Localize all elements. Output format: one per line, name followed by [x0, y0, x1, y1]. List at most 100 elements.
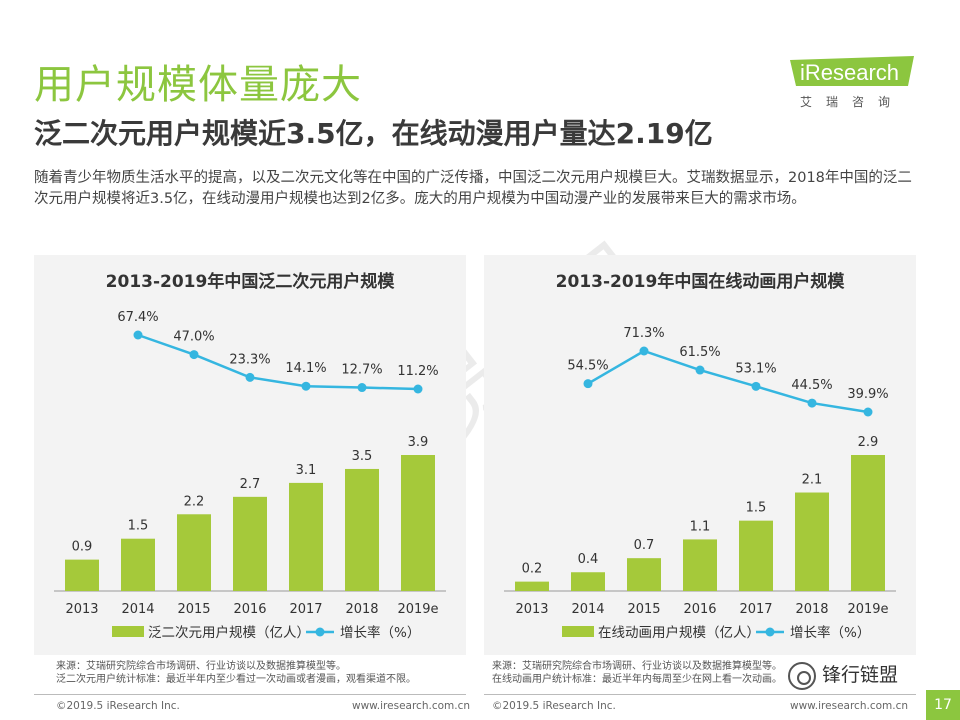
wechat-badge: 锋行链盟 [788, 660, 898, 690]
wechat-icon [788, 661, 816, 690]
growth-point-2019e [863, 407, 873, 417]
tick-label-2013: 2013 [515, 602, 548, 617]
source-line-1: 来源：艾瑞研究院综合市场调研、行业访谈以及数据推算模型等。 [56, 661, 346, 672]
growth-label-2019e: 39.9% [847, 387, 888, 402]
page-number: 17 [926, 690, 960, 720]
bar-2017 [289, 482, 323, 591]
growth-label-2015: 47.0% [173, 330, 214, 345]
source-note-right: 来源：艾瑞研究院综合市场调研、行业访谈以及数据推算模型等。 在线动画用户统计标准… [492, 660, 792, 686]
bar-2019e [401, 455, 435, 591]
bar-2019e [851, 455, 885, 591]
growth-point-2014 [583, 379, 593, 389]
tick-label-2015: 2015 [627, 602, 660, 617]
logo-shape [790, 56, 914, 86]
chart-panel-right: 2013-2019年中国在线动画用户规模 0.2 2013 0.4 2014 0.7 201… [484, 255, 916, 655]
bar-label-2018: 2.1 [802, 473, 823, 488]
growth-point-2015 [189, 350, 199, 360]
growth-label-2015: 71.3% [623, 326, 664, 341]
growth-point-2017 [751, 381, 761, 391]
bar-2014 [121, 538, 155, 591]
bar-label-2013: 0.2 [522, 562, 543, 577]
legend-line-marker [315, 627, 325, 637]
tick-label-2014: 2014 [571, 602, 604, 617]
legend-line-marker [765, 627, 775, 637]
page-title: 用户规模体量庞大 [34, 62, 362, 108]
logo-cn: 艾瑞咨询 [800, 95, 905, 109]
bar-label-2013: 0.9 [72, 540, 93, 555]
legend-bar-label: 泛二次元用户规模（亿人） [148, 624, 310, 641]
tick-label-2016: 2016 [683, 602, 716, 617]
footer-rule-left [34, 694, 466, 695]
growth-point-2018 [357, 383, 367, 393]
growth-point-2014 [133, 330, 143, 340]
growth-point-2017 [301, 381, 311, 391]
bar-label-2018: 3.5 [352, 449, 373, 464]
legend-line-label: 增长率（%） [790, 624, 870, 641]
bar-2016 [683, 539, 717, 591]
legend-line-label: 增长率（%） [340, 624, 420, 641]
bar-label-2017: 3.1 [296, 463, 317, 478]
tick-label-2017: 2017 [289, 602, 322, 617]
growth-point-2016 [245, 372, 255, 382]
tick-label-2019e: 2019e [397, 602, 438, 617]
growth-label-2017: 53.1% [735, 361, 776, 376]
iresearch-logo: iResearch 艾瑞咨询 [790, 56, 916, 112]
badge-text: 锋行链盟 [822, 664, 899, 686]
bar-label-2015: 2.2 [184, 494, 205, 509]
legend-bar-label: 在线动画用户规模（亿人） [598, 624, 760, 641]
tick-label-2018: 2018 [795, 602, 828, 617]
tick-label-2014: 2014 [121, 602, 154, 617]
legend-bar-swatch [562, 626, 594, 637]
footer-copyright-right: ©2019.5 iResearch Inc. [492, 700, 616, 712]
growth-line [587, 349, 869, 414]
tick-label-2016: 2016 [233, 602, 266, 617]
growth-point-2018 [807, 398, 817, 408]
bar-label-2019e: 2.9 [858, 435, 879, 450]
bar-2018 [345, 468, 379, 591]
bar-2013 [65, 559, 99, 591]
bar-label-2016: 2.7 [240, 477, 261, 492]
footer-website-left: www.iresearch.com.cn [352, 700, 471, 712]
source-line-2: 在线动画用户统计标准：最近半年内每周至少在网上看一次动画。 [492, 674, 782, 685]
source-line-1: 来源：艾瑞研究院综合市场调研、行业访谈以及数据推算模型等。 [492, 661, 782, 672]
bar-label-2014: 1.5 [128, 519, 149, 534]
footer-copyright-left: ©2019.5 iResearch Inc. [56, 700, 180, 712]
chart-svg-right: 2013-2019年中国在线动画用户规模 0.2 2013 0.4 2014 0.7 201… [504, 271, 896, 641]
growth-point-2019e [413, 384, 423, 394]
source-note-left: 来源：艾瑞研究院综合市场调研、行业访谈以及数据推算模型等。 泛二次元用户统计标准… [56, 660, 416, 686]
chart-title: 2013-2019年中国在线动画用户规模 [556, 271, 846, 292]
source-line-2: 泛二次元用户统计标准：最近半年内至少看过一次动画或者漫画，观看渠道不限。 [56, 674, 416, 685]
tick-label-2019e: 2019e [847, 602, 888, 617]
footer-website-right: www.iresearch.com.cn [790, 700, 909, 712]
page-subtitle: 泛二次元用户规模近3.5亿，在线动漫用户量达2.19亿 [34, 117, 713, 150]
growth-label-2016: 61.5% [679, 345, 720, 360]
growth-point-2016 [695, 365, 705, 375]
bar-2015 [627, 558, 661, 591]
bar-2014 [571, 572, 605, 591]
bar-label-2017: 1.5 [746, 501, 767, 516]
growth-label-2017: 14.1% [285, 361, 326, 376]
growth-line [137, 333, 419, 391]
legend-bar-swatch [112, 626, 144, 637]
growth-label-2018: 44.5% [791, 378, 832, 393]
bar-2013 [515, 581, 549, 591]
growth-label-2014: 54.5% [567, 359, 608, 374]
tick-label-2018: 2018 [345, 602, 378, 617]
bar-2017 [739, 520, 773, 591]
growth-label-2019e: 11.2% [397, 364, 438, 379]
tick-label-2013: 2013 [65, 602, 98, 617]
tick-label-2015: 2015 [177, 602, 210, 617]
logo-text: iResearch [800, 60, 900, 85]
chart-title: 2013-2019年中国泛二次元用户规模 [106, 271, 396, 292]
bar-2016 [233, 496, 267, 591]
bar-label-2019e: 3.9 [408, 435, 429, 450]
intro-paragraph: 随着青少年物质生活水平的提高，以及二次元文化等在中国的广泛传播，中国泛二次元用户… [34, 170, 912, 207]
chart-panel-left: 2013-2019年中国泛二次元用户规模 0.9 2013 1.5 2014 2.2 201… [34, 255, 466, 655]
footer-rule-right [484, 694, 916, 695]
growth-label-2018: 12.7% [341, 363, 382, 378]
tick-label-2017: 2017 [739, 602, 772, 617]
growth-label-2016: 23.3% [229, 352, 270, 367]
growth-point-2015 [639, 346, 649, 356]
chart-svg-left: 2013-2019年中国泛二次元用户规模 0.9 2013 1.5 2014 2.2 201… [54, 271, 446, 641]
bar-2018 [795, 492, 829, 591]
